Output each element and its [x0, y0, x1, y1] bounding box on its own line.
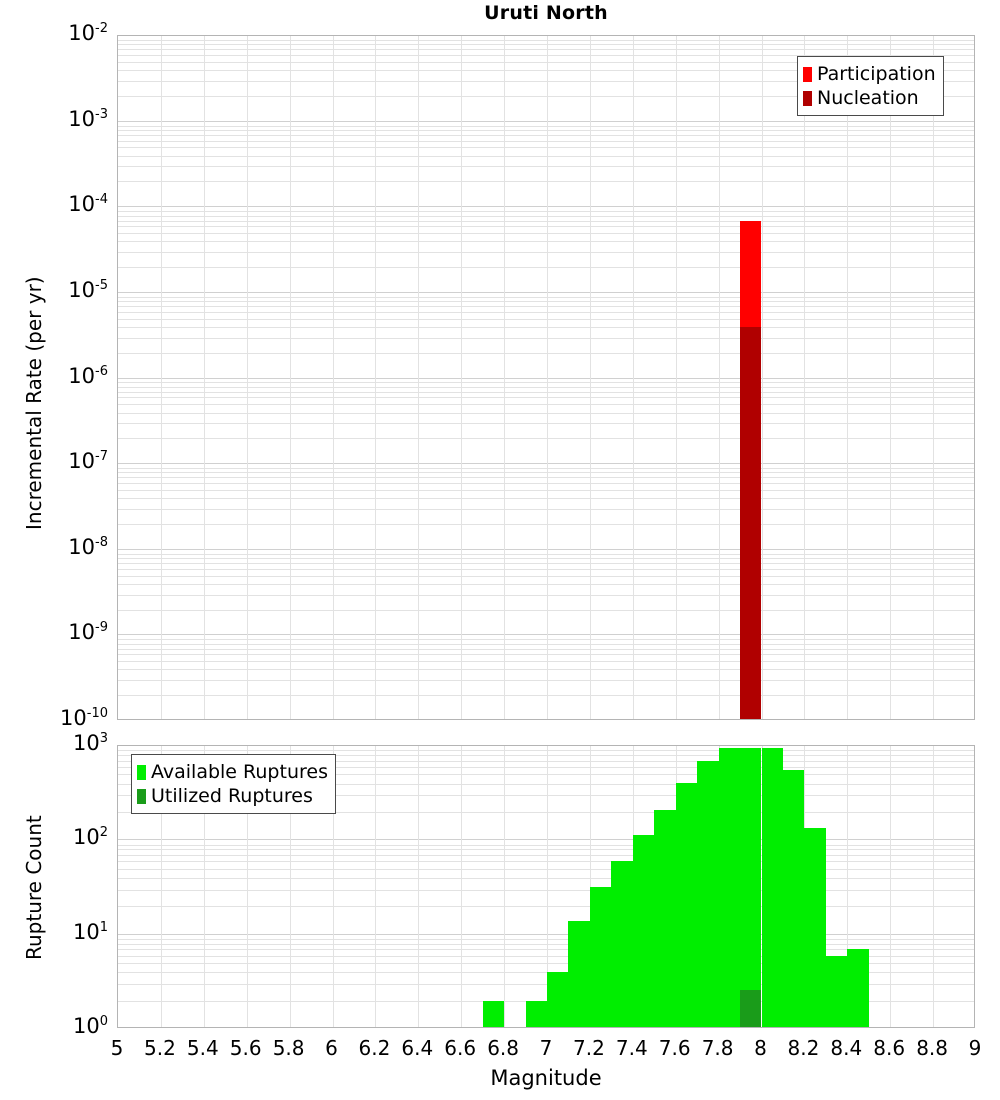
legend-item: Participation — [803, 62, 936, 86]
x-tick-label: 5.8 — [272, 1036, 305, 1060]
y-tick-label: 10-3 — [68, 106, 108, 131]
rupture-count-plot — [117, 745, 975, 1028]
y-tick-label: 10-4 — [68, 192, 108, 217]
bar — [675, 782, 698, 1027]
x-tick-label: 5.2 — [143, 1036, 176, 1060]
bar — [740, 989, 762, 1027]
bar — [718, 748, 741, 1027]
bar — [589, 887, 612, 1027]
legend-label: Participation — [817, 62, 936, 85]
bar — [740, 748, 762, 1027]
bar — [697, 760, 719, 1027]
bar — [825, 955, 848, 1027]
x-tick-label: 8.2 — [787, 1036, 820, 1060]
x-tick-label: 7.4 — [615, 1036, 648, 1060]
x-tick-label: 6.6 — [444, 1036, 477, 1060]
legend-swatch-icon — [803, 66, 812, 82]
legend-label: Nucleation — [817, 86, 919, 109]
x-tick-label: 5.6 — [229, 1036, 262, 1060]
bar — [847, 949, 869, 1027]
y-axis-label-top: Incremental Rate (per yr) — [22, 276, 46, 530]
legend-item: Nucleation — [803, 86, 936, 110]
y-tick-label: 103 — [72, 731, 108, 755]
legend-swatch-icon — [137, 764, 146, 780]
bar — [547, 972, 569, 1027]
bar — [568, 920, 590, 1027]
bar — [782, 769, 805, 1027]
x-axis-label: Magnitude — [490, 1066, 602, 1090]
legend-swatch-icon — [803, 90, 812, 106]
x-tick-label: 7.8 — [701, 1036, 734, 1060]
legend-swatch-icon — [137, 788, 146, 804]
bar — [482, 1000, 505, 1027]
x-tick-label: 6.2 — [358, 1036, 391, 1060]
x-tick-label: 7.6 — [658, 1036, 691, 1060]
y-tick-label: 10-2 — [68, 21, 108, 45]
x-tick-label: 6 — [325, 1036, 338, 1060]
bar — [804, 828, 826, 1027]
x-tick-label: 8 — [754, 1036, 767, 1060]
x-tick-label: 8.8 — [916, 1036, 948, 1060]
y-tick-label: 10-6 — [68, 363, 108, 388]
legend-item: Available Ruptures — [137, 760, 328, 784]
y-tick-label: 10-5 — [68, 277, 108, 302]
bar — [611, 861, 633, 1027]
bar — [740, 326, 762, 719]
x-tick-label: 9 — [968, 1036, 982, 1060]
x-tick-label: 6.8 — [487, 1036, 519, 1060]
y-tick-label: 101 — [72, 919, 108, 944]
bar — [632, 834, 655, 1027]
legend-label: Utilized Ruptures — [151, 784, 313, 807]
page-title: Uruti North — [484, 2, 608, 24]
x-tick-label: 8.6 — [873, 1036, 906, 1060]
x-tick-label: 7 — [539, 1036, 553, 1060]
bar — [525, 1000, 547, 1027]
x-tick-label: 6.4 — [401, 1036, 434, 1060]
y-tick-label: 100 — [72, 1014, 108, 1038]
x-tick-label: 7.2 — [572, 1036, 605, 1060]
x-tick-label: 8.4 — [830, 1036, 863, 1060]
y-tick-label: 102 — [72, 825, 108, 850]
x-tick-label: 5 — [110, 1036, 124, 1060]
legend-top: Participation Nucleation — [797, 56, 944, 116]
legend-item: Utilized Ruptures — [137, 784, 328, 808]
y-tick-label: 10-8 — [68, 534, 108, 559]
y-tick-label: 10-9 — [68, 620, 108, 645]
legend-label: Available Ruptures — [151, 760, 328, 783]
y-tick-label: 10-7 — [68, 449, 108, 474]
bar — [654, 809, 676, 1027]
legend-bottom: Available Ruptures Utilized Ruptures — [131, 754, 336, 814]
incremental-rate-plot — [117, 35, 975, 720]
x-tick-label: 5.4 — [186, 1036, 219, 1060]
y-tick-label: 10-10 — [60, 706, 108, 730]
bar — [761, 748, 783, 1027]
